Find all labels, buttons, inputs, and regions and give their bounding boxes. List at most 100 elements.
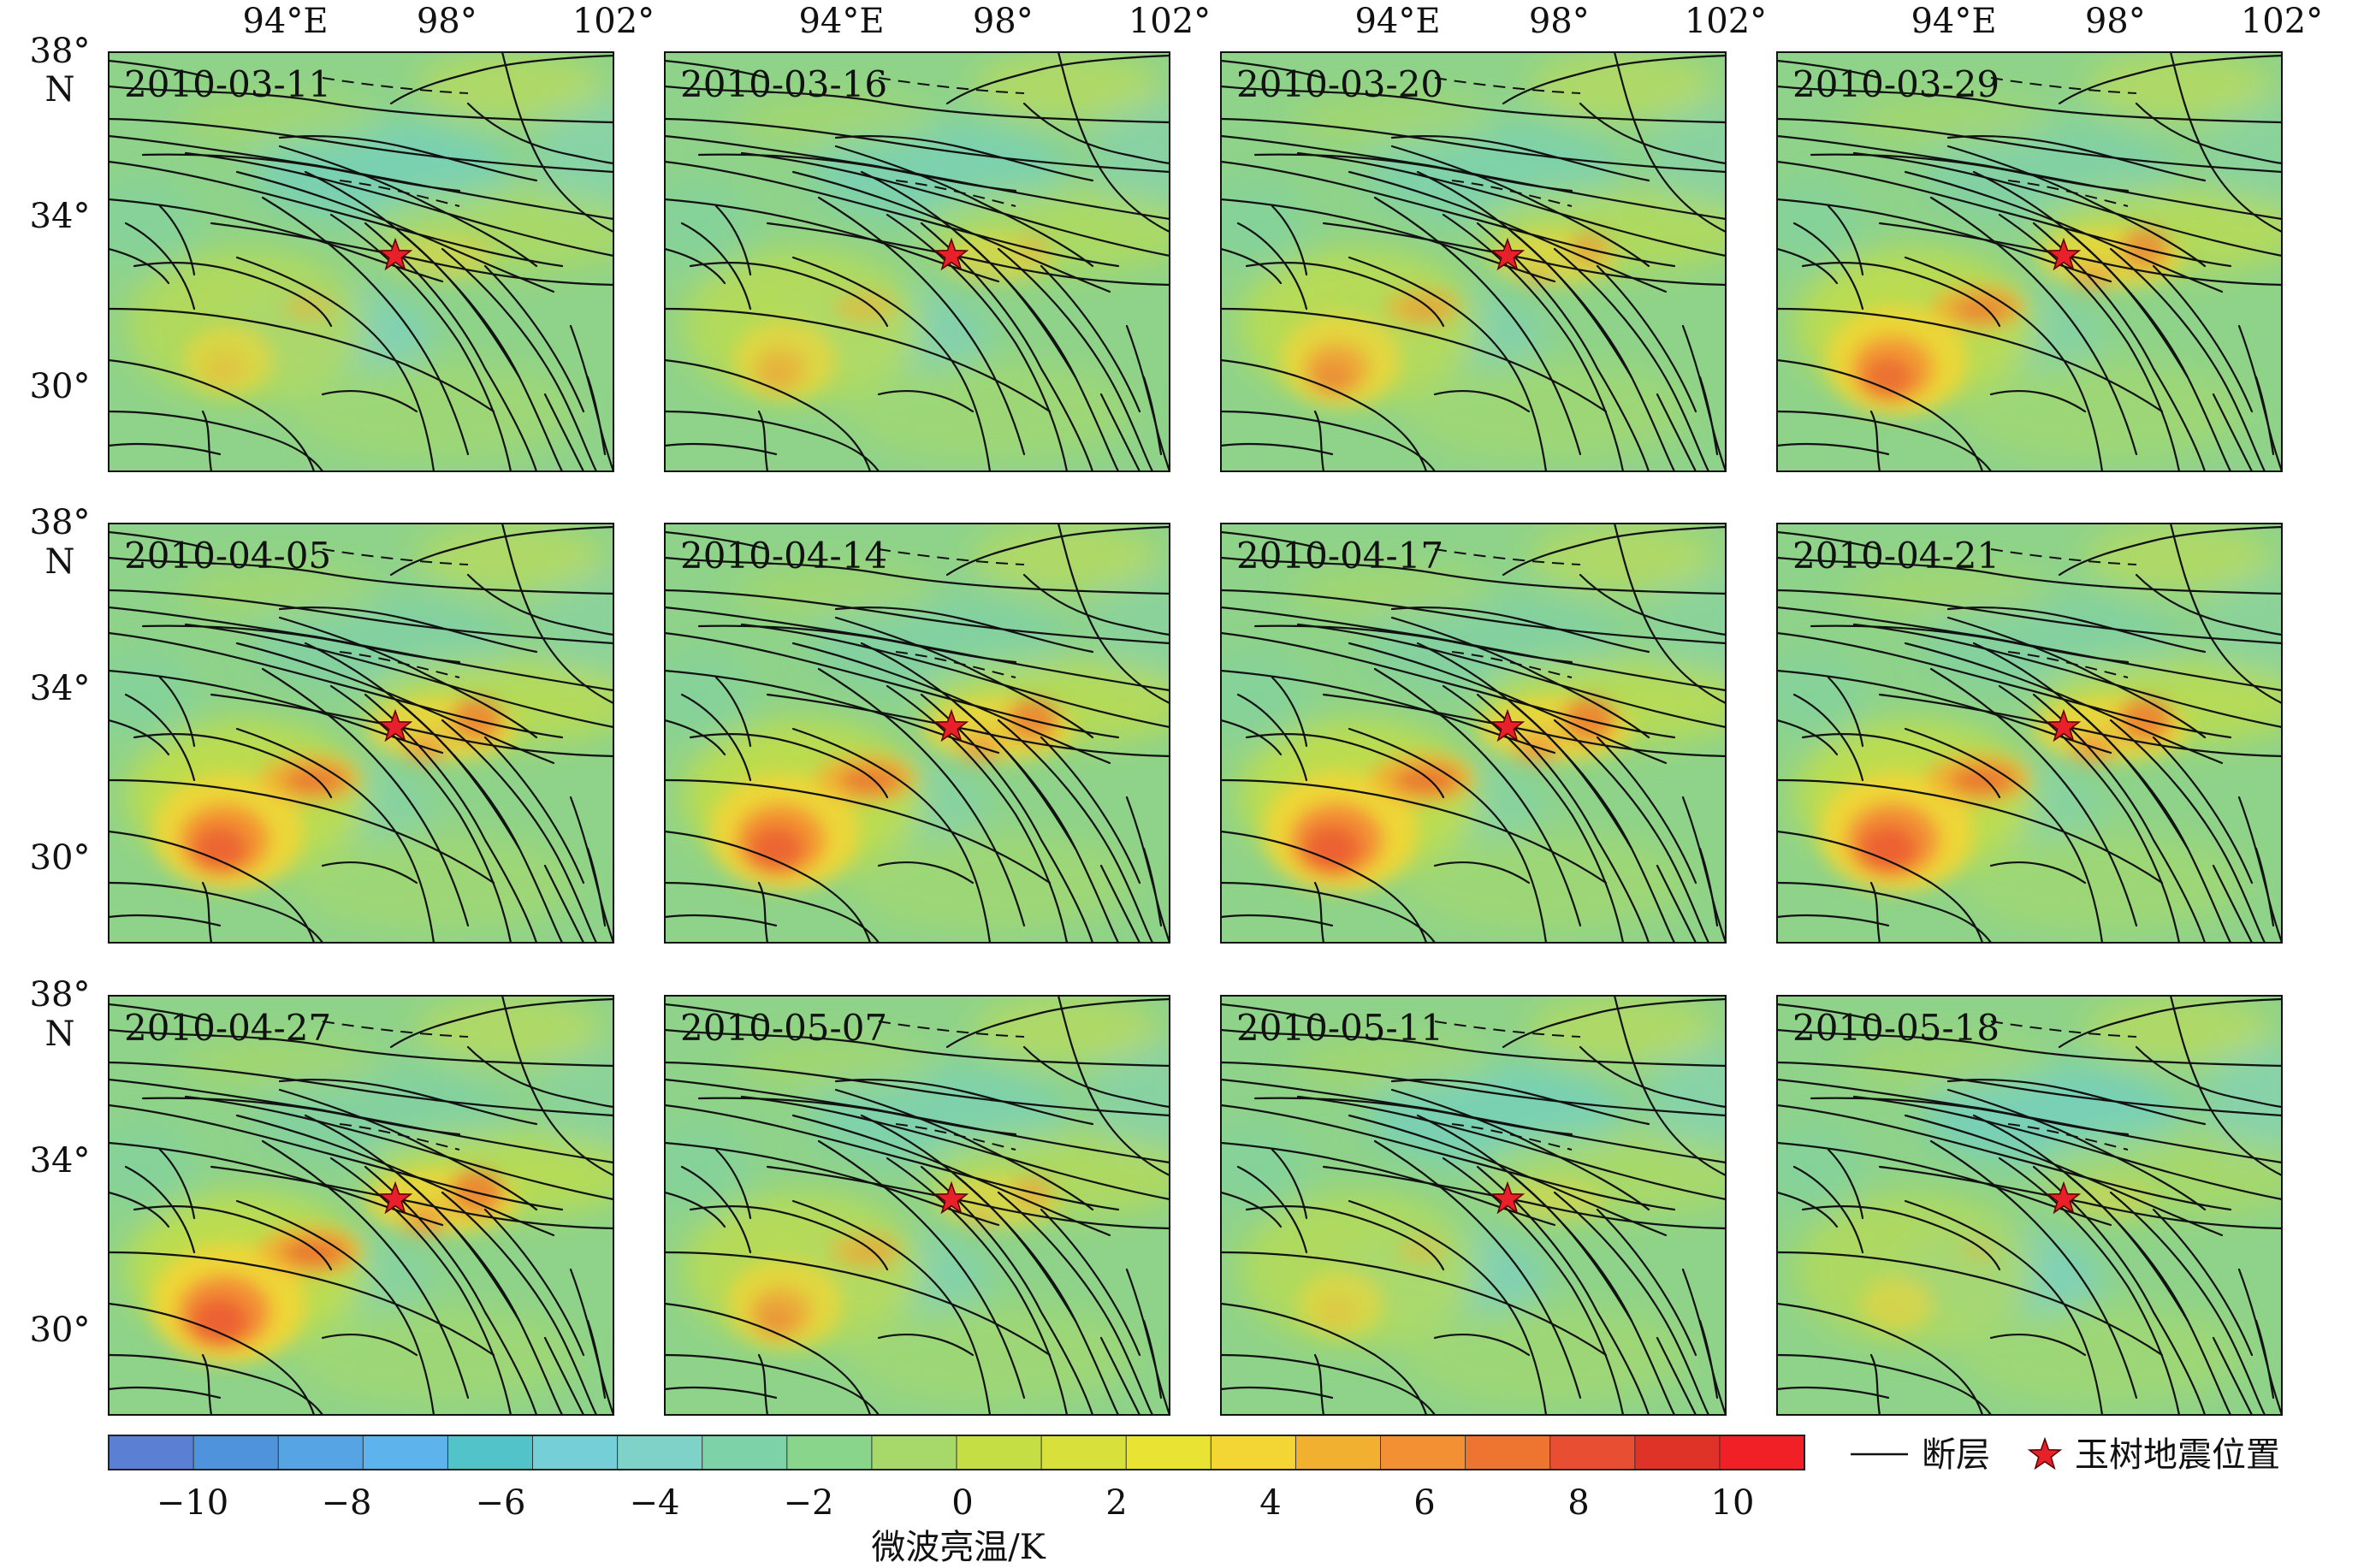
colorbar-tick-label: −8 [322,1483,372,1523]
panel-date-label: 2010-04-21 [1792,535,2000,577]
latitude-tick-label: 30° [30,838,91,878]
colorbar-tick-label: 6 [1413,1483,1435,1523]
colorbar-swatch [786,1435,873,1470]
longitude-tick-label: 94°E [798,2,884,41]
map-panel: 2010-03-20 [1220,51,1727,472]
panel-frame [664,995,1170,1416]
colorbar-tick-label: 2 [1105,1483,1127,1523]
colorbar-swatch [278,1435,364,1470]
panel-date-label: 2010-04-27 [124,1007,331,1049]
panel-date-label: 2010-04-05 [124,535,331,577]
longitude-tick-label: 102° [1685,2,1767,41]
colorbar-swatch [702,1435,788,1470]
panel-date-label: 2010-05-11 [1236,1007,1443,1049]
panel-frame [1220,523,1727,944]
panel-frame [1220,51,1727,472]
longitude-tick-label: 102° [2241,2,2323,41]
map-panel: 2010-03-11 [108,51,614,472]
map-panel: 2010-04-14 [664,523,1170,944]
longitude-tick-label: 94°E [1911,2,1996,41]
colorbar-tick-label: 4 [1259,1483,1281,1523]
epicenter-legend-label: 玉树地震位置 [2075,1435,2280,1475]
colorbar-swatch [447,1435,533,1470]
panel-frame [108,995,614,1416]
panel-frame [1776,995,2283,1416]
panel-date-label: 2010-05-18 [1792,1007,2000,1049]
colorbar-swatch [193,1435,279,1470]
colorbar-swatch [1634,1435,1721,1470]
colorbar-swatch [1295,1435,1381,1470]
panel-date-label: 2010-04-17 [1236,535,1443,577]
latitude-tick-label: N [45,70,75,109]
colorbar-swatch [1211,1435,1296,1470]
colorbar-swatch [1465,1435,1551,1470]
latitude-tick-label: N [45,542,75,582]
map-panel: 2010-03-16 [664,51,1170,472]
colorbar-tick-label: −6 [476,1483,526,1523]
map-panel: 2010-03-29 [1776,51,2283,472]
latitude-tick-label: 30° [30,1311,91,1350]
panel-date-label: 2010-03-20 [1236,63,1443,105]
latitude-tick-label: 34° [30,197,91,236]
colorbar-swatch [532,1435,619,1470]
panel-date-label: 2010-05-07 [680,1007,887,1049]
panel-frame [1776,523,2283,944]
colorbar: −10 −8 −6 −4 −2 0 2 4 6 8 10 微波亮温/K [108,1435,1805,1567]
longitude-tick-label: 102° [1129,2,1211,41]
fault-legend-label: 断层 [1922,1435,1990,1475]
colorbar-swatch [1041,1435,1127,1470]
map-panel: 2010-04-17 [1220,523,1727,944]
latitude-tick-label: 30° [30,367,91,406]
colorbar-swatch [363,1435,448,1470]
latitude-tick-label: 34° [30,1141,91,1180]
colorbar-swatch [617,1435,703,1470]
latitude-tick-label: 34° [30,669,91,708]
epicenter-legend-star [2029,1438,2061,1470]
longitude-tick-label: 102° [572,2,655,41]
colorbar-tick-label: 8 [1567,1483,1589,1523]
panel-date-label: 2010-03-29 [1792,63,2000,105]
latitude-tick-label: 38° [30,32,91,71]
panel-frame [108,523,614,944]
colorbar-swatch [1719,1435,1805,1470]
latitude-tick-label: N [45,1015,75,1054]
colorbar-tick-label: 0 [951,1483,973,1523]
colorbar-title: 微波亮温/K [871,1528,1046,1567]
longitude-tick-label: 94°E [242,2,328,41]
panel-frame [664,523,1170,944]
panel-date-label: 2010-03-11 [124,63,331,105]
colorbar-tick-label: 10 [1711,1483,1755,1523]
left-latitude-axis: 38°N34°30°38°N34°30°38°N34°30° [30,32,91,1350]
panel-date-label: 2010-04-14 [680,535,887,577]
colorbar-tick-label: −2 [784,1483,834,1523]
map-panel: 2010-04-27 [108,995,614,1416]
panel-date-label: 2010-03-16 [680,63,887,105]
panel-frame [664,51,1170,472]
colorbar-tick-label: −4 [630,1483,680,1523]
colorbar-tick-label: −10 [157,1483,228,1523]
map-panels: 2010-03-11 2010-03-16 2010-03-20 2010-03-29… [108,51,2283,1416]
map-panel: 2010-04-21 [1776,523,2283,944]
longitude-tick-label: 98° [417,2,477,41]
colorbar-swatch [871,1435,957,1470]
latitude-tick-label: 38° [30,503,91,542]
legend: 断层 玉树地震位置 [1851,1435,2280,1475]
panel-frame [1776,51,2283,472]
colorbar-swatch [1549,1435,1636,1470]
colorbar-swatch [1126,1435,1212,1470]
latitude-tick-label: 38° [30,975,91,1015]
panel-frame [1220,995,1727,1416]
colorbar-swatch [1380,1435,1466,1470]
top-longitude-axis: 94°E 98° 102° 94°E 98° 102° 94°E 98° 102° 94°E 98°… [242,2,2323,41]
colorbar-swatch [957,1435,1042,1470]
map-panel: 2010-05-11 [1220,995,1727,1416]
colorbar-swatch [109,1435,194,1470]
longitude-tick-label: 94°E [1354,2,1440,41]
map-panel: 2010-05-07 [664,995,1170,1416]
map-panel: 2010-05-18 [1776,995,2283,1416]
longitude-tick-label: 98° [2085,2,2146,41]
panel-frame [108,51,614,472]
longitude-tick-label: 98° [973,2,1034,41]
longitude-tick-label: 98° [1529,2,1590,41]
